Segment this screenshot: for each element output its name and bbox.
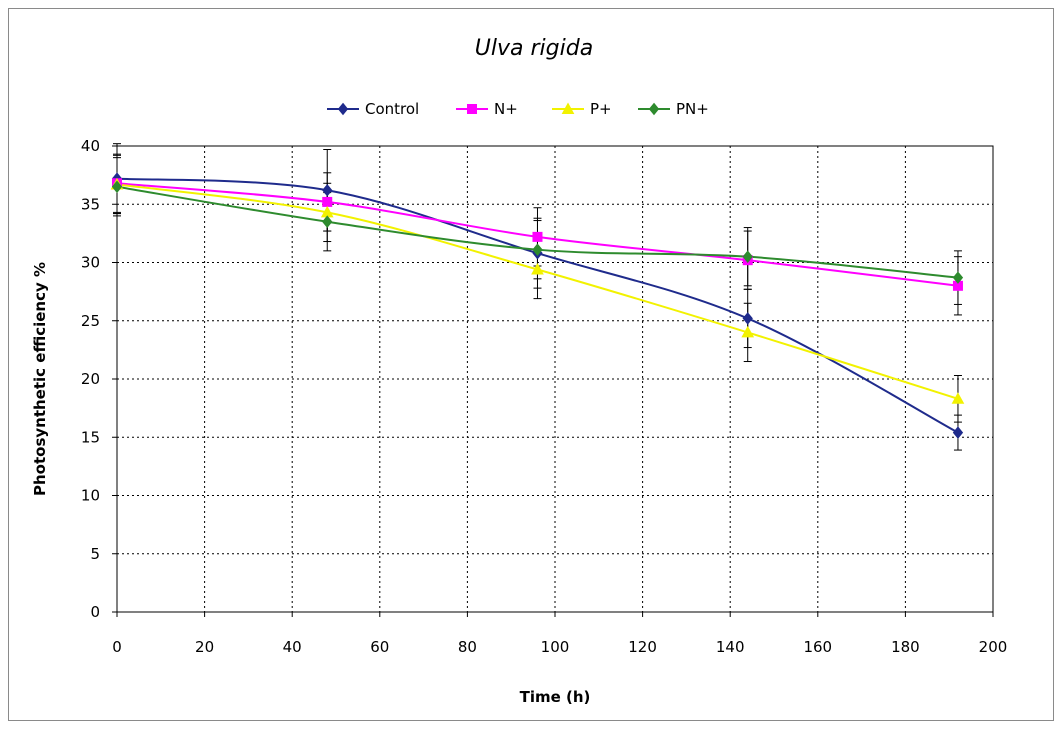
- marker-control: [742, 312, 753, 325]
- marker-pn: [952, 271, 964, 284]
- legend-label-n: N+: [494, 100, 518, 118]
- y-tick-label: 5: [90, 545, 100, 563]
- y-tick-label: 10: [81, 487, 100, 505]
- legend-marker-pn: [648, 102, 660, 116]
- y-axis-ticks: 0 5 10 15 20 25 30 35 40: [81, 137, 117, 621]
- legend-marker-p: [561, 102, 575, 114]
- chart-title: Ulva rigida: [475, 36, 593, 61]
- y-tick-label: 40: [81, 137, 100, 155]
- y-tick-label: 30: [81, 254, 100, 272]
- y-tick-label: 35: [81, 195, 100, 213]
- y-tick-label: 20: [81, 370, 100, 388]
- marker-p: [741, 325, 755, 338]
- legend-label-pn: PN+: [676, 100, 709, 118]
- legend-label-p: P+: [590, 100, 612, 118]
- x-tick-label: 160: [803, 638, 832, 656]
- y-axis-label: Photosynthetic efficiency %: [31, 262, 49, 496]
- marker-control: [322, 183, 333, 197]
- x-tick-label: 100: [541, 638, 570, 656]
- line-chart: Ulva rigida Control N+ P+ PN+ 0 20 40 60 80 100 1…: [31, 36, 1007, 706]
- legend-marker-control: [337, 102, 349, 116]
- marker-p: [531, 262, 544, 275]
- legend-marker-n: [467, 104, 477, 114]
- x-axis-label: Time (h): [520, 688, 591, 706]
- x-tick-label: 0: [112, 638, 122, 656]
- chart-frame: Ulva rigida Control N+ P+ PN+ 0 20 40 60 80 100 1…: [8, 8, 1054, 721]
- data-markers: [110, 172, 965, 439]
- x-tick-label: 20: [195, 638, 214, 656]
- x-tick-label: 80: [458, 638, 477, 656]
- marker-pn: [532, 243, 543, 256]
- y-tick-label: 15: [81, 428, 100, 446]
- chart-legend: Control N+ P+ PN+: [327, 100, 709, 118]
- x-axis-ticks: 0 20 40 60 80 100 120 140 160 180 200: [112, 612, 1007, 656]
- y-tick-label: 25: [81, 312, 100, 330]
- marker-n: [322, 196, 333, 207]
- grid-lines: [117, 146, 993, 612]
- marker-control: [952, 426, 964, 439]
- x-tick-label: 40: [283, 638, 302, 656]
- x-tick-label: 200: [979, 638, 1008, 656]
- marker-n: [532, 231, 543, 242]
- y-tick-label: 0: [90, 603, 100, 621]
- x-tick-label: 60: [370, 638, 389, 656]
- marker-p: [951, 392, 965, 404]
- marker-pn: [742, 250, 753, 263]
- x-tick-label: 120: [628, 638, 657, 656]
- x-tick-label: 180: [891, 638, 920, 656]
- legend-label-control: Control: [365, 100, 419, 118]
- marker-pn: [111, 180, 123, 194]
- x-tick-label: 140: [716, 638, 745, 656]
- marker-pn: [322, 215, 333, 229]
